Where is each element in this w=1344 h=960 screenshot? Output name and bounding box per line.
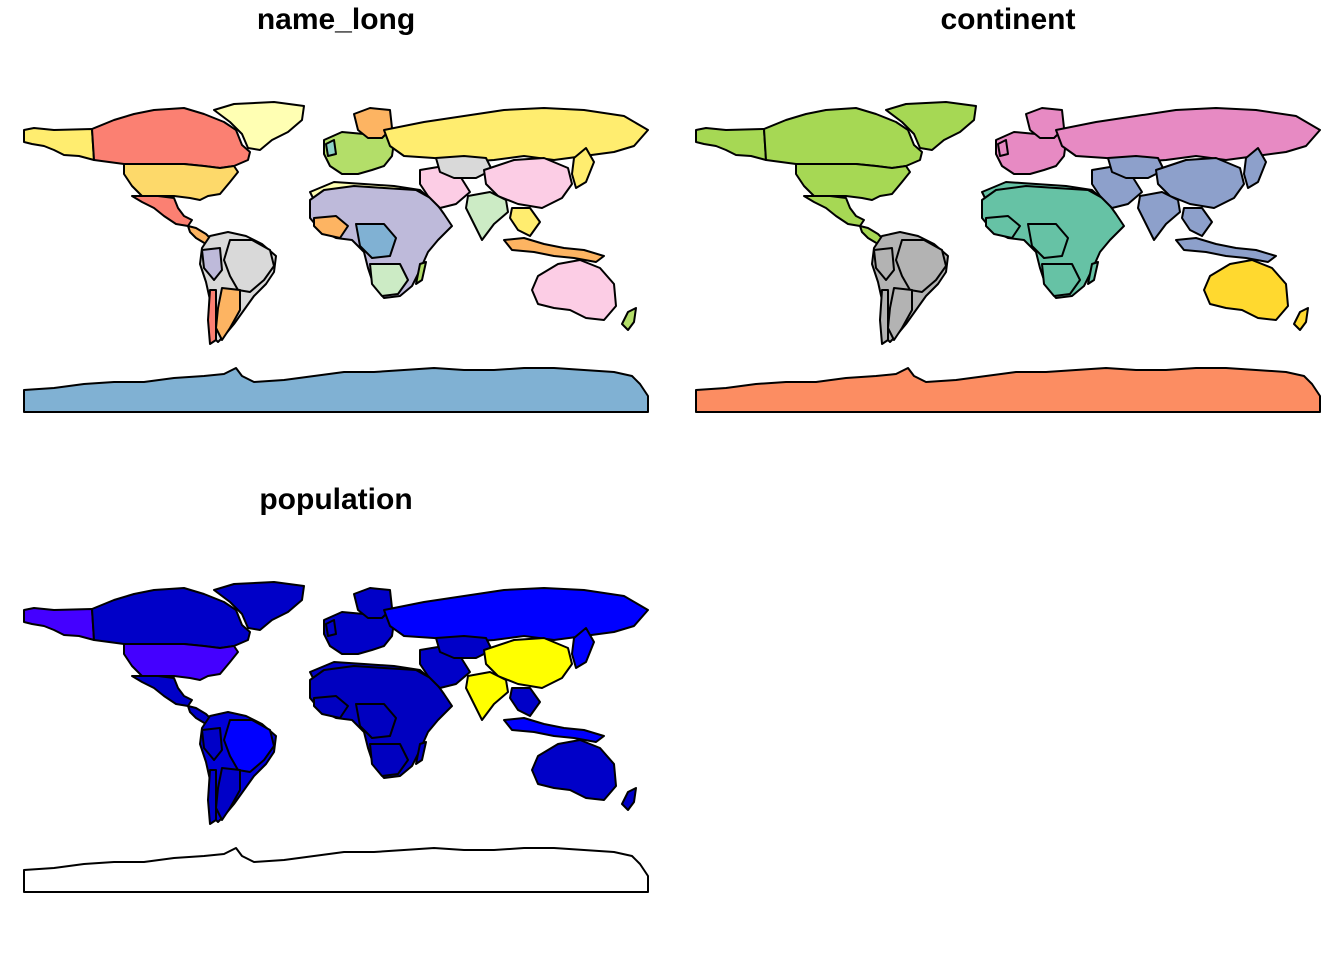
world-map — [23, 101, 649, 413]
region-central-africa — [355, 703, 397, 739]
region-japan — [571, 147, 595, 189]
region-madagascar — [415, 741, 427, 765]
region-greenland — [213, 101, 305, 151]
map-panel-name-long: name_long — [0, 0, 672, 480]
region-australia — [531, 739, 617, 801]
region-india — [465, 191, 509, 241]
region-brazil — [223, 719, 275, 773]
region-indonesia — [1175, 237, 1277, 263]
region-chile — [207, 289, 217, 345]
panel-title: population — [259, 483, 413, 516]
map-panel-population: population — [0, 480, 672, 960]
region-argentina — [215, 767, 241, 821]
region-brazil — [895, 239, 947, 293]
region-usa — [795, 163, 911, 201]
panel-title: name_long — [256, 3, 416, 36]
region-japan — [1243, 147, 1267, 189]
region-mexico — [131, 195, 193, 227]
region-russia — [1055, 107, 1321, 163]
region-west-africa — [313, 215, 349, 239]
region-antarctica — [23, 847, 649, 893]
region-kazakhstan — [435, 635, 493, 659]
region-kazakhstan — [1107, 155, 1165, 179]
region-southeast-asia — [509, 207, 541, 237]
region-brazil — [223, 239, 275, 293]
region-southeast-asia — [1181, 207, 1213, 237]
map-panel-continent: continent — [672, 0, 1344, 480]
region-peru — [201, 727, 223, 761]
region-new-zealand — [1293, 307, 1309, 331]
region-indonesia — [503, 717, 605, 743]
region-china — [1155, 157, 1245, 209]
region-china — [483, 637, 573, 689]
region-argentina — [215, 287, 241, 341]
region-south-africa — [369, 743, 409, 777]
region-usa — [123, 163, 239, 201]
region-new-zealand — [621, 307, 637, 331]
region-mexico — [803, 195, 865, 227]
region-central-africa — [355, 223, 397, 259]
region-australia — [531, 259, 617, 321]
region-madagascar — [1087, 261, 1099, 285]
region-argentina — [887, 287, 913, 341]
panel-title: continent — [940, 3, 1076, 36]
region-greenland — [885, 101, 977, 151]
region-peru — [873, 247, 895, 281]
region-peru — [201, 247, 223, 281]
region-alaska — [23, 127, 95, 161]
region-antarctica — [695, 367, 1321, 413]
region-alaska — [695, 127, 767, 161]
region-china — [483, 157, 573, 209]
region-uk — [325, 139, 337, 157]
region-chile — [879, 289, 889, 345]
region-japan — [571, 627, 595, 669]
region-uk — [997, 139, 1009, 157]
region-alaska — [23, 607, 95, 641]
world-map — [23, 581, 649, 893]
region-southeast-asia — [509, 687, 541, 717]
region-india — [1137, 191, 1181, 241]
region-south-africa — [1041, 263, 1081, 297]
world-map — [695, 101, 1321, 413]
region-madagascar — [415, 261, 427, 285]
region-usa — [123, 643, 239, 681]
region-new-zealand — [621, 787, 637, 811]
region-kazakhstan — [435, 155, 493, 179]
region-australia — [1203, 259, 1289, 321]
region-uk — [325, 619, 337, 637]
region-russia — [383, 107, 649, 163]
region-greenland — [213, 581, 305, 631]
region-mexico — [131, 675, 193, 707]
region-india — [465, 671, 509, 721]
region-south-africa — [369, 263, 409, 297]
region-chile — [207, 769, 217, 825]
region-west-africa — [313, 695, 349, 719]
region-russia — [383, 587, 649, 643]
region-antarctica — [23, 367, 649, 413]
region-indonesia — [503, 237, 605, 263]
region-west-africa — [985, 215, 1021, 239]
region-central-africa — [1027, 223, 1069, 259]
